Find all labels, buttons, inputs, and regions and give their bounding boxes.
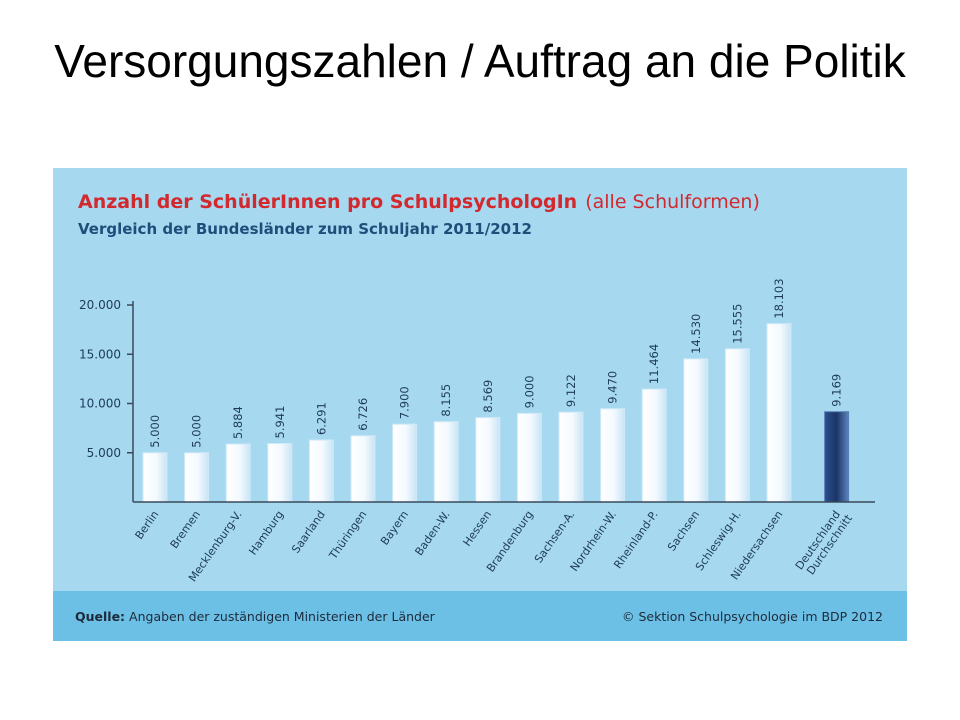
data-label: 9.470 (606, 371, 620, 404)
bar (724, 348, 750, 503)
bar (267, 442, 293, 503)
x-tick-label: Saarland (289, 508, 328, 555)
x-tick-label: Bayern (378, 508, 411, 547)
x-tick-label: Berlin (132, 508, 161, 542)
x-tick-label: Thüringen (326, 508, 369, 562)
bar (225, 443, 251, 503)
chart-panel: Anzahl der SchülerInnen pro Schulpsychol… (53, 168, 907, 641)
data-label: 9.122 (564, 374, 578, 407)
source-text: Angaben der zuständigen Ministerien der … (129, 609, 435, 624)
y-tick-label: 5.000 (87, 446, 121, 460)
data-label: 6.726 (356, 398, 370, 431)
y-tick-label: 15.000 (79, 347, 121, 361)
y-tick-label: 10.000 (79, 397, 121, 411)
x-tick-label: Baden-W. (412, 508, 452, 558)
slide-title-text: Versorgungszahlen / Auftrag an die Polit… (54, 35, 906, 87)
bar (600, 408, 626, 503)
x-tick-label: Rheinland-P. (611, 508, 660, 571)
y-tick-label: 20.000 (79, 298, 121, 312)
data-label: 9.000 (522, 375, 536, 408)
bar (641, 388, 667, 503)
chart-subtitle: Vergleich der Bundesländer zum Schuljahr… (78, 220, 532, 238)
bar (475, 417, 501, 503)
x-tick-label: Hamburg (246, 508, 286, 557)
data-label: 5.000 (148, 415, 162, 448)
bar (184, 452, 210, 503)
data-label: 11.464 (647, 344, 661, 384)
average-bar (824, 411, 850, 503)
bar (350, 435, 376, 503)
bar (142, 452, 168, 503)
data-label: 6.291 (314, 402, 328, 435)
data-label: 5.941 (273, 406, 287, 439)
data-label: 9.169 (830, 374, 844, 407)
bar (766, 323, 792, 503)
bar (392, 423, 418, 503)
x-tick-label: Sachsen-A. (532, 508, 578, 565)
data-label: 8.155 (439, 384, 453, 417)
bar (683, 358, 709, 503)
source-note: Quelle: Angaben der zuständigen Minister… (75, 609, 435, 624)
x-tick-label: Sachsen (665, 508, 702, 553)
data-label: 14.530 (689, 314, 703, 354)
source-label: Quelle: (75, 609, 126, 624)
chart-title-suffix: (alle Schulformen) (585, 191, 760, 213)
data-label: 7.900 (398, 386, 412, 419)
chart-title-main: Anzahl der SchülerInnen pro Schulpsychol… (78, 191, 577, 213)
source-footer: Quelle: Angaben der zuständigen Minister… (53, 591, 907, 641)
slide-title: Versorgungszahlen / Auftrag an die Polit… (0, 32, 960, 90)
data-label: 15.555 (730, 304, 744, 344)
bar (433, 421, 459, 503)
bar (308, 439, 334, 503)
x-tick-label: Hessen (461, 508, 495, 548)
data-label: 5.000 (190, 415, 204, 448)
data-label: 8.569 (481, 380, 495, 413)
bar-chart: Anzahl der SchülerInnen pro Schulpsychol… (78, 191, 875, 584)
chart-title: Anzahl der SchülerInnen pro Schulpsychol… (78, 191, 760, 213)
data-label: 18.103 (772, 278, 786, 318)
data-label: 5.884 (231, 406, 245, 439)
bar (516, 412, 542, 503)
bar (558, 411, 584, 503)
x-tick-label: Bremen (168, 508, 203, 551)
copyright-note: © Sektion Schulpsychologie im BDP 2012 (621, 609, 883, 624)
